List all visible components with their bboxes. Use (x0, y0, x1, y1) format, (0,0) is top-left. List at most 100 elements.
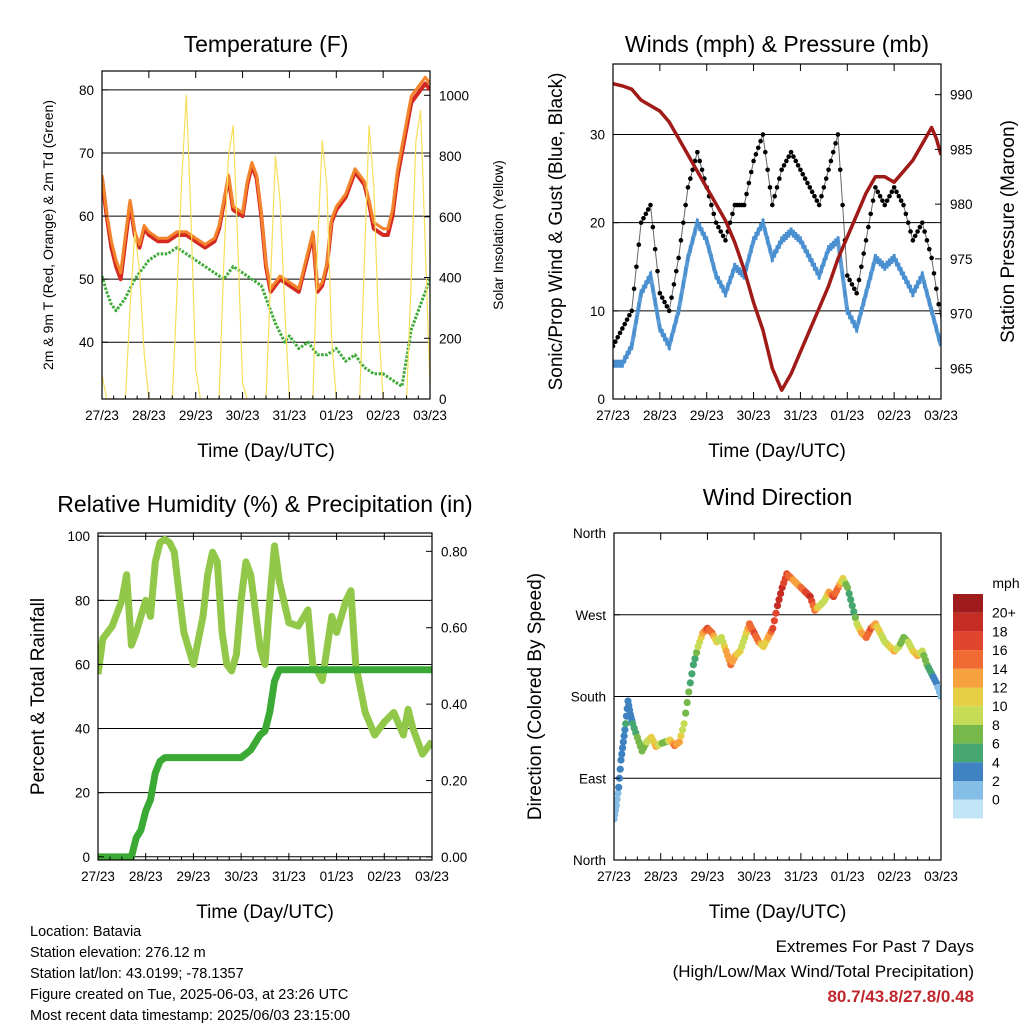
ytick-right-label: 965 (950, 361, 973, 376)
y-axis-label: Sonic/Prop Wind & Gust (Blue, Black) (546, 73, 567, 391)
xtick-label: 29/23 (179, 408, 213, 423)
extremes-values: 80.7/43.8/27.8/0.48 (827, 987, 974, 1006)
x-axis-label: Time (Day/UTC) (197, 441, 335, 462)
xtick-label: 30/23 (737, 408, 771, 423)
xtick-label: 03/23 (924, 869, 958, 884)
panel-3: 0 20 40 60 80 100 0.00 0.20 0.40 0.60 0.80 27/23 28/… (28, 491, 473, 923)
colorbar-label: 16 (992, 642, 1008, 658)
ytick-label: North (573, 526, 606, 541)
ytick-label: 60 (75, 657, 90, 672)
xtick-label: 29/23 (177, 869, 211, 884)
data-point (769, 624, 777, 632)
data-point (845, 589, 853, 598)
colorbar-label: 4 (992, 754, 1000, 770)
colorbar-box (953, 724, 983, 744)
data-point (677, 732, 685, 740)
xtick-label: 27/23 (597, 869, 631, 884)
ytick-label: 0 (597, 392, 605, 407)
colorbar: mph 20+ 18 16 14 12 10 8 6 4 2 0 (953, 575, 1020, 819)
data-point (692, 648, 701, 657)
colorbar-box (953, 799, 983, 819)
data-point (621, 726, 629, 734)
xtick-label: 01/23 (831, 869, 865, 884)
ytick-label: 0 (82, 850, 90, 865)
y-axis-right-label: Solar Insolation (Yellow) (490, 160, 506, 310)
data-point (847, 596, 855, 604)
ytick-label: 60 (79, 209, 94, 224)
series-line-wind (613, 217, 941, 366)
ytick-right-label: 990 (950, 88, 973, 103)
data-point (615, 783, 623, 791)
xtick-label: 31/23 (784, 869, 818, 884)
ytick-right-label: 970 (950, 307, 973, 322)
colorbar-label: 12 (992, 680, 1008, 696)
ytick-right-label: 400 (439, 271, 462, 286)
location-text: Location: Batavia (30, 924, 142, 940)
xtick-label: 27/23 (85, 408, 119, 423)
data-point (683, 698, 691, 707)
colorbar-label: 2 (992, 773, 1000, 789)
xtick-label: 02/23 (877, 869, 911, 884)
data-point (614, 795, 621, 804)
data-point (619, 738, 627, 746)
x-axis-label: Time (Day/UTC) (709, 902, 847, 923)
colorbar-label: 18 (992, 623, 1008, 639)
xtick-label: 29/23 (691, 869, 725, 884)
created-text: Figure created on Tue, 2025-06-03, at 23… (30, 987, 349, 1003)
ytick-label: West (575, 608, 606, 623)
xtick-label: 02/23 (367, 869, 401, 884)
data-point (937, 692, 941, 701)
series-line-gust (613, 134, 941, 347)
ytick-label: 10 (590, 304, 605, 319)
ytick-right-label: 985 (950, 142, 973, 157)
colorbar-label: 20+ (992, 605, 1016, 621)
colorbar-box (953, 650, 983, 669)
y-axis-label: 2m & 9m T (Red, Orange) & 2m Td (Green) (40, 100, 56, 370)
data-point (620, 732, 628, 740)
ytick-right-label: 1000 (439, 88, 469, 103)
panel-2: 0 10 20 30 965 970 975 980 985 990 27/23 28/23 29/23… (546, 31, 1019, 462)
series-line-solar (102, 94, 430, 399)
chart-title: Temperature (F) (184, 31, 349, 57)
data-point (618, 744, 627, 752)
xtick-label: 01/23 (320, 869, 354, 884)
ytick-label: 40 (79, 335, 94, 350)
colorbar-label: 8 (992, 717, 1000, 733)
ytick-label: 40 (75, 722, 90, 737)
ytick-right-label: 0.00 (441, 850, 467, 865)
xtick-label: 03/23 (413, 408, 447, 423)
ytick-right-label: 0 (439, 392, 447, 407)
data-point (850, 608, 858, 616)
data-point (775, 596, 783, 604)
ytick-label: 20 (590, 216, 605, 231)
ytick-label: North (573, 853, 606, 868)
series-line-pressure (613, 81, 941, 392)
ytick-label: 80 (79, 83, 94, 98)
ytick-label: 70 (79, 146, 94, 161)
plot-area (102, 75, 430, 399)
colorbar-label: 14 (992, 661, 1008, 677)
colorbar-box (953, 706, 983, 725)
colorbar-box (953, 762, 983, 781)
series-wind (613, 217, 941, 368)
data-point (851, 614, 859, 622)
colorbar-label: 6 (992, 736, 1000, 752)
chart-title: Wind Direction (703, 484, 853, 510)
plot-area (613, 81, 941, 392)
y-axis-right-label: Station Pressure (Maroon) (998, 120, 1019, 343)
xtick-label: 02/23 (366, 408, 400, 423)
xtick-label: 01/23 (319, 408, 353, 423)
data-point (843, 583, 852, 592)
wind-direction-points (614, 570, 941, 823)
xtick-label: 28/23 (643, 408, 677, 423)
data-point (616, 765, 624, 773)
data-point (848, 602, 856, 610)
ytick-label: 30 (590, 128, 605, 143)
xtick-label: 31/23 (784, 408, 818, 423)
data-point (685, 688, 693, 696)
ytick-label: East (579, 771, 606, 786)
data-point (773, 602, 782, 610)
colorbar-box (953, 594, 983, 613)
